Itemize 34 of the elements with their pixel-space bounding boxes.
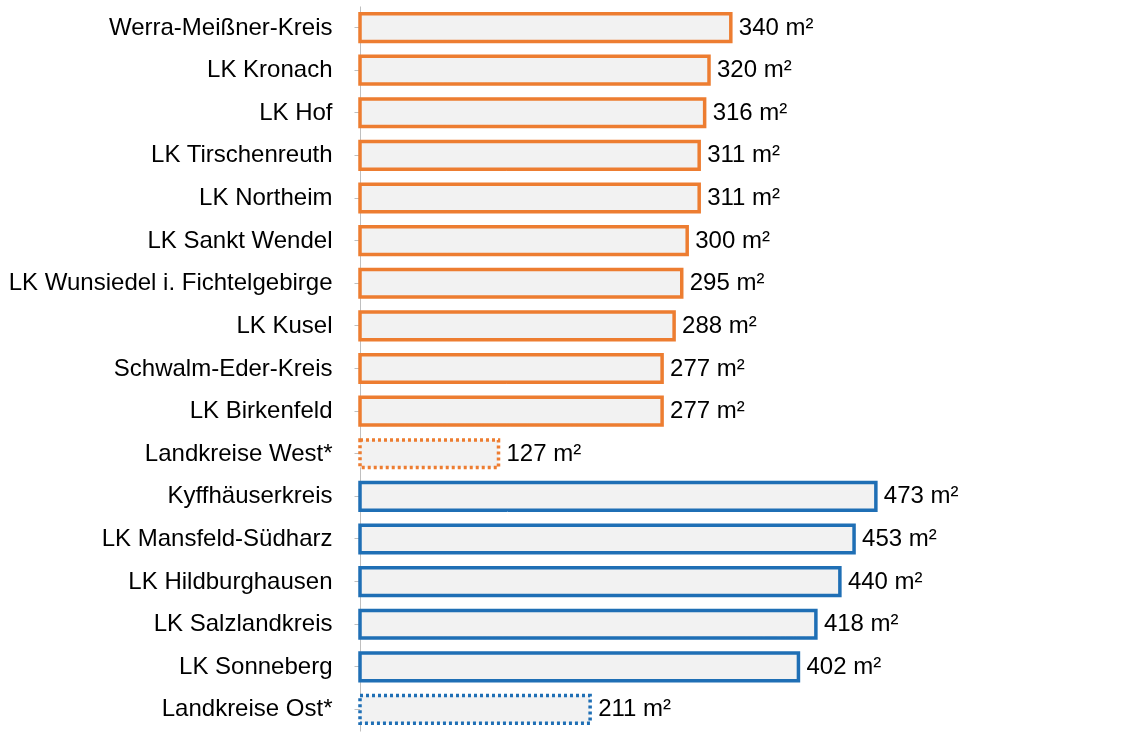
data-label: 440 m²: [847, 566, 923, 594]
y-tick-label: LK Sankt Wendel: [147, 225, 333, 253]
data-label: 316 m²: [712, 97, 788, 125]
data-label: 473 m²: [883, 481, 959, 509]
y-tick-label: LK Birkenfeld: [189, 396, 333, 424]
data-label: 295 m²: [689, 268, 765, 296]
data-label: 340 m²: [738, 12, 814, 40]
y-tick-label: LK Hildburghausen: [128, 566, 333, 594]
data-label: 311 m²: [707, 140, 781, 168]
y-tick-label: LK Northeim: [199, 183, 333, 211]
y-tick-label: Schwalm-Eder-Kreis: [113, 353, 333, 381]
y-tick-label: LK Tirschenreuth: [151, 140, 333, 168]
y-tick-label: Landkreise West*: [144, 438, 333, 466]
y-tick-label: LK Wunsiedel i. Fichtelgebirge: [8, 268, 333, 296]
y-tick-label: LK Hof: [259, 97, 333, 125]
data-label: 402 m²: [806, 651, 882, 679]
data-label: 127 m²: [506, 438, 582, 466]
y-tick-label: LK Mansfeld-Südharz: [101, 523, 333, 551]
y-tick-label: LK Kusel: [236, 310, 333, 338]
data-label: 418 m²: [823, 609, 899, 637]
y-tick-label: LK Sonneberg: [179, 651, 333, 679]
data-label: 288 m²: [682, 310, 757, 338]
data-label: 277 m²: [670, 353, 745, 381]
data-label: 300 m²: [695, 225, 770, 253]
data-label: 320 m²: [717, 55, 792, 83]
y-tick-label: Kyffhäuserkreis: [167, 481, 333, 509]
data-label: 453 m²: [862, 523, 937, 551]
data-label: 211 m²: [598, 694, 672, 722]
data-label: 277 m²: [670, 396, 745, 424]
y-tick-label: Landkreise Ost*: [161, 694, 333, 722]
y-tick-label: LK Salzlandkreis: [153, 609, 333, 637]
y-tick-label: LK Kronach: [207, 55, 333, 83]
data-label: 311 m²: [707, 183, 781, 211]
y-tick-label: Werra-Meißner-Kreis: [108, 12, 333, 40]
